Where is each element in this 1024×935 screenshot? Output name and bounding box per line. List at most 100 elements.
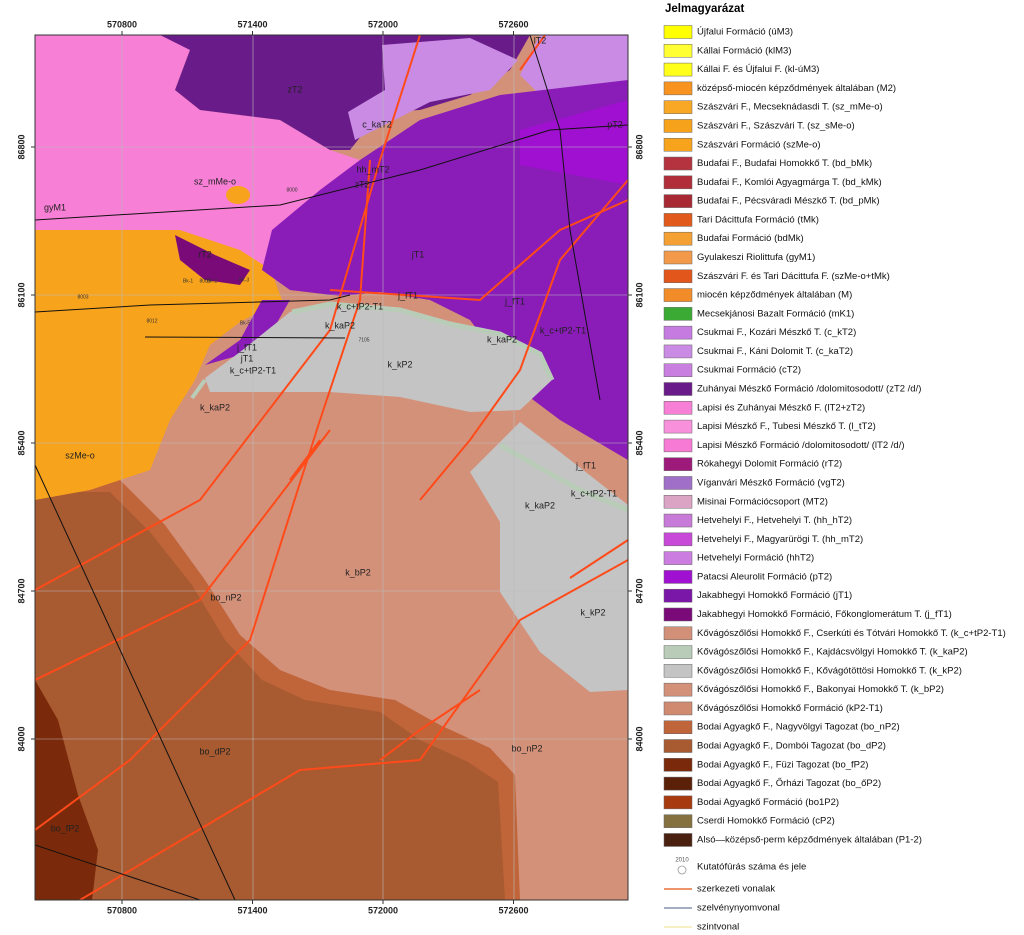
y-tick-label: 84000 [16,726,26,751]
legend-swatch [663,194,693,208]
legend-label: Víganvári Mészkő Formáció (vgT2) [697,477,845,488]
map-label: bo_dP2 [199,746,230,756]
y-tick-label: 84700 [634,578,644,603]
legend-swatch [663,62,693,77]
x-tick-label: 570800 [107,19,137,29]
map-label: bo_nP2 [210,592,241,602]
y-tick-label: 84700 [16,578,26,603]
map-label: k_c+tP2-T1 [571,488,617,498]
legend-label: Kővágószőlősi Homokkő F., Kővágótöttösi … [697,665,962,676]
ticks: 570800 570800 571400 571400 572000 572000 5726… [16,19,644,915]
legend-swatch [663,532,693,547]
legend-label: Bodai Agyagkő F., Őrházi Tagozat (bo_őP2… [697,778,881,789]
map-label: j_fT1 [575,460,596,470]
unit-k-kap2 [498,442,628,513]
map-small-label: Bk-1 [183,278,194,284]
legend-swatch [663,495,693,509]
unit-pt2 [520,100,628,185]
legend-swatch [663,457,693,471]
y-tick-label: 85400 [634,430,644,455]
map-label: k_kP2 [580,607,605,617]
map-label: szMe-o [65,450,95,460]
map-label: bo_nP2 [511,743,542,753]
y-tick-label: 86100 [634,282,644,307]
map-label: k_bP2 [345,567,371,577]
legend-label: Budafai Formáció (bdMk) [697,233,804,244]
y-tick-label: 86100 [16,282,26,307]
legend-swatch [663,25,693,39]
map-label: k_kaP2 [325,320,355,330]
y-tick-label: 86800 [16,134,26,159]
map-label: k_kaP2 [525,500,555,510]
legend-line-label: szintvonal [697,922,739,933]
map-label: j_fT1 [236,342,257,352]
borehole-label: Kutatófúrás száma és jele [697,862,806,873]
legend-swatch [663,682,693,697]
map-labels: zT2 c_kaT2 pT2 hh_mT2 zT2 sz_mMe-o gyM1 rT2 jT1 k… [44,35,623,833]
legend-swatch [663,344,693,359]
map-small-label: Bk-3 [239,277,250,283]
legend-label: Csukmai Formáció (cT2) [697,365,801,376]
legend-swatch [663,513,693,528]
x-tick-label: 572000 [368,19,398,29]
legend-swatch [663,720,693,734]
borehole-symbol [677,865,687,875]
map-label: k_c+tP2-T1 [337,301,383,311]
map-small-label: 7105 [358,337,369,343]
legend-swatch [663,833,693,847]
map-label: j_fT1 [397,290,418,300]
map-label: pT2 [607,119,623,129]
section-lines [35,35,628,900]
y-tick-label: 86800 [634,134,644,159]
unit-patch [226,186,250,204]
legend-label: középső-miocén képződmények általában (M… [697,83,896,94]
map-small-label: 8003 [77,294,88,300]
legend-label: Szászvári F., Szászvári T. (sz_sMe-o) [697,120,855,131]
legend-label: miocén képződmények általában (M) [697,290,852,301]
legend-swatch [663,645,693,659]
legend-label: Hetvehelyi F., Magyarürögi T. (hh_mT2) [697,534,863,545]
legend-label: Misinai Formációcsoport (MT2) [697,496,828,507]
unit-sz-mme-o [35,35,360,268]
legend-label: Bodai Agyagkő F., Füzi Tagozat (bo_fP2) [697,759,868,770]
legend-label: Jakabhegyi Homokkő Formáció, Főkonglomer… [697,609,952,620]
legend-swatch [663,401,693,415]
map-label: hh_mT2 [356,164,389,174]
map-label: lT2 [534,35,547,45]
legend: Újfalui Formáció (úM3) Kállai Formáció (k… [663,25,1006,933]
legend-swatch [663,626,693,641]
map-area [35,35,628,900]
legend-swatch [663,231,693,246]
legend-label: Mecsekjánosi Bazalt Formáció (mK1) [697,308,854,319]
legend-swatch [663,307,693,321]
map-label: jT1 [240,353,254,363]
map-label: zT2 [354,179,369,189]
legend-swatch [663,419,693,434]
unit-bo-fp2 [35,680,98,900]
legend-swatch [663,137,693,152]
map-label: c_kaT2 [362,119,392,129]
legend-swatch [663,570,693,584]
legend-label: Alsó—középső-perm képződmények általában… [697,834,922,845]
legend-label: Lapisi Mészkő F., Tubesi Mészkő T. (l_tT… [697,421,876,432]
legend-swatch [663,175,693,190]
legend-label: Kővágószőlősi Homokkő F., Bakonyai Homok… [697,684,944,695]
faults [35,35,628,900]
legend-swatch [663,250,693,265]
legend-swatch [663,476,693,490]
map-label: zT2 [287,84,302,94]
legend-swatch [663,588,693,603]
map-label: k_c+tP2-T1 [540,325,586,335]
legend-label: Csukmai F., Kozári Mészkő T. (c_kT2) [697,327,856,338]
x-tick-label: 572600 [498,905,528,915]
legend-line-label: szelvénynyomvonal [697,903,780,914]
x-tick-label: 572600 [498,19,528,29]
legend-label: Kővágószőlősi Homokkő Formáció (kP2-T1) [697,703,883,714]
legend-swatch [663,213,693,227]
legend-label: Kővágószőlősi Homokkő F., Cserkúti és Tó… [697,628,1006,639]
legend-swatch [663,363,693,377]
map-small-label: 8005 [199,278,210,284]
legend-swatch [663,119,693,133]
unit-rt2 [175,235,250,285]
